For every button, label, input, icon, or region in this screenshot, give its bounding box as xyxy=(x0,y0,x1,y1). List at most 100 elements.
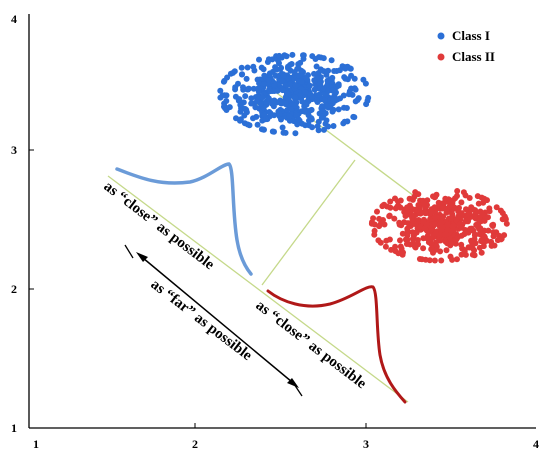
class1-point xyxy=(365,94,372,101)
class2-point xyxy=(429,247,436,253)
class1-point xyxy=(362,80,369,87)
class1-point xyxy=(256,56,262,63)
class2-point xyxy=(455,213,462,220)
class1-point xyxy=(242,106,249,112)
class1-point xyxy=(303,101,310,108)
class1-point xyxy=(324,68,330,75)
class2-point xyxy=(409,196,416,203)
class1-point xyxy=(237,117,243,124)
annotation-close-upper: as “close” as possible xyxy=(101,178,218,273)
class1-point xyxy=(306,117,312,124)
class2-point xyxy=(502,216,509,223)
class2-point xyxy=(398,245,405,252)
class1-point xyxy=(335,82,342,89)
class1-point xyxy=(351,75,358,82)
class2-point xyxy=(454,193,460,199)
class1-point xyxy=(231,68,238,75)
x-tick-label: 4 xyxy=(533,437,539,451)
class2-point xyxy=(397,197,404,204)
class2-point xyxy=(432,214,439,221)
class2-point xyxy=(392,195,398,202)
class2-point xyxy=(418,209,425,216)
class2-point xyxy=(442,231,449,238)
class1-point xyxy=(280,73,287,79)
y-tick-label: 1 xyxy=(11,421,17,435)
class1-point xyxy=(313,63,320,70)
legend: Class I Class II xyxy=(437,28,495,64)
class2-point xyxy=(472,231,478,238)
class2-point xyxy=(461,248,468,254)
class2-point xyxy=(374,208,380,215)
class2-point xyxy=(414,237,421,243)
class2-point xyxy=(478,194,485,201)
y-tick-label: 3 xyxy=(11,143,17,157)
class1-point xyxy=(330,123,337,129)
class1-point xyxy=(331,88,338,95)
class1-point xyxy=(293,111,300,118)
class1-point xyxy=(236,96,243,103)
class1-point xyxy=(343,105,350,111)
projection-lines xyxy=(107,87,439,403)
x-ticks: 1 2 3 4 xyxy=(33,423,539,451)
class2-point xyxy=(369,220,375,226)
class2-point xyxy=(439,205,446,212)
class1-point xyxy=(317,66,324,73)
class1-point xyxy=(266,77,272,84)
class2-point xyxy=(469,240,476,246)
class2-point xyxy=(430,193,436,200)
class1-point xyxy=(346,88,353,95)
class1-point xyxy=(253,98,260,105)
class2-point xyxy=(477,225,484,232)
class2-point xyxy=(469,251,476,258)
class1-point xyxy=(258,64,265,71)
class1-point xyxy=(244,121,251,128)
class1-point xyxy=(289,51,296,58)
class2-point xyxy=(412,229,419,236)
class2-point xyxy=(404,236,411,243)
class2-perpendicular xyxy=(261,159,356,286)
class2-point xyxy=(423,221,430,228)
class1-point xyxy=(256,80,263,87)
class1-point xyxy=(260,126,267,133)
class1-point xyxy=(321,97,328,104)
class2-point xyxy=(409,235,416,242)
class1-point xyxy=(244,64,251,71)
x-tick-label: 3 xyxy=(363,437,369,451)
class1-point xyxy=(240,84,246,91)
class2-point xyxy=(442,238,449,245)
class2-point xyxy=(412,221,419,228)
class1-point xyxy=(226,104,233,111)
class1-point xyxy=(331,68,338,74)
class2-point xyxy=(387,204,394,211)
y-tick-label: 4 xyxy=(11,12,17,26)
class2-point xyxy=(386,236,393,243)
class1-point xyxy=(276,111,283,118)
class1-point xyxy=(309,93,316,100)
class2-point xyxy=(399,230,406,237)
legend-label-class1: Class I xyxy=(452,28,490,43)
class2-point xyxy=(458,224,465,231)
class2-point xyxy=(404,232,411,239)
class2-point xyxy=(388,246,395,253)
class2-point xyxy=(377,239,384,246)
class1-point xyxy=(261,81,267,87)
class2-point xyxy=(429,234,436,241)
class2-point xyxy=(412,243,418,250)
class2-point xyxy=(451,205,458,211)
class1-point xyxy=(305,122,312,129)
class2-point xyxy=(376,223,383,230)
class1-point xyxy=(254,121,261,128)
class1-point xyxy=(241,112,248,119)
class1-point xyxy=(217,87,224,94)
far-arrow xyxy=(124,244,303,397)
class2-point xyxy=(437,237,444,244)
class1-point xyxy=(237,108,244,115)
class2-point xyxy=(371,231,378,238)
class2-point xyxy=(497,207,504,214)
class1-point xyxy=(217,94,224,101)
class2-point xyxy=(486,205,493,212)
class1-point xyxy=(269,128,276,135)
class1-point xyxy=(237,102,244,108)
class2-point xyxy=(481,233,488,240)
y-tick-label: 2 xyxy=(11,282,17,296)
